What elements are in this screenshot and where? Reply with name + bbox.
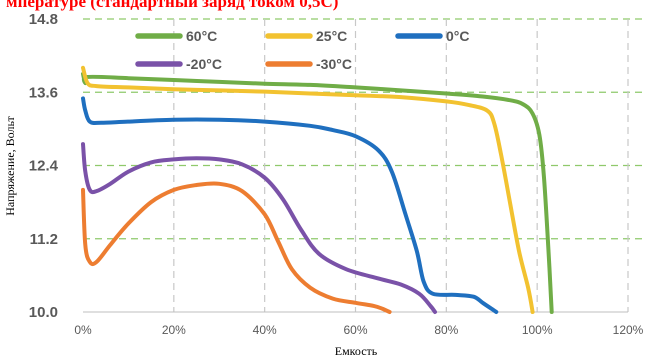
series-line-4 — [81, 181, 392, 314]
legend: 60°C 25°C 0°C -20°C -30°C — [135, 28, 470, 72]
x-tick-label: 0% — [74, 323, 92, 337]
y-tick-label: 10.0 — [29, 304, 58, 321]
series-line-1 — [81, 65, 535, 314]
y-tick-label: 14.8 — [29, 11, 58, 28]
x-tick-label: 20% — [162, 323, 186, 337]
series-line-3 — [81, 142, 437, 314]
x-axis-title: Емкость — [335, 344, 378, 358]
y-tick-label: 13.6 — [29, 84, 58, 101]
x-tick-label: 80% — [434, 323, 458, 337]
chart-title: мпературе (стандартный заряд током 0,5С) — [6, 0, 338, 11]
legend-label-2: 0°C — [446, 28, 470, 44]
series-lines — [81, 65, 554, 314]
y-axis-title: Напряжение, Вольт — [3, 115, 17, 215]
legend-label-4: -30°C — [316, 56, 352, 72]
x-tick-label: 60% — [343, 323, 367, 337]
y-axis-ticks: 10.0 11.2 12.4 13.6 14.8 — [29, 11, 59, 321]
legend-label-1: 25°C — [316, 28, 347, 44]
series-line-2 — [81, 96, 499, 314]
x-axis-ticks: 0% 20% 40% 60% 80% 100% 120% — [74, 323, 643, 337]
legend-label-0: 60°C — [186, 28, 217, 44]
y-tick-label: 12.4 — [29, 158, 59, 175]
x-tick-label: 100% — [522, 323, 553, 337]
series-line-0 — [81, 71, 554, 314]
grid — [83, 18, 643, 313]
y-tick-label: 11.2 — [30, 231, 58, 248]
legend-label-3: -20°C — [186, 56, 222, 72]
x-tick-label: 40% — [253, 323, 277, 337]
x-tick-label: 120% — [613, 323, 644, 337]
